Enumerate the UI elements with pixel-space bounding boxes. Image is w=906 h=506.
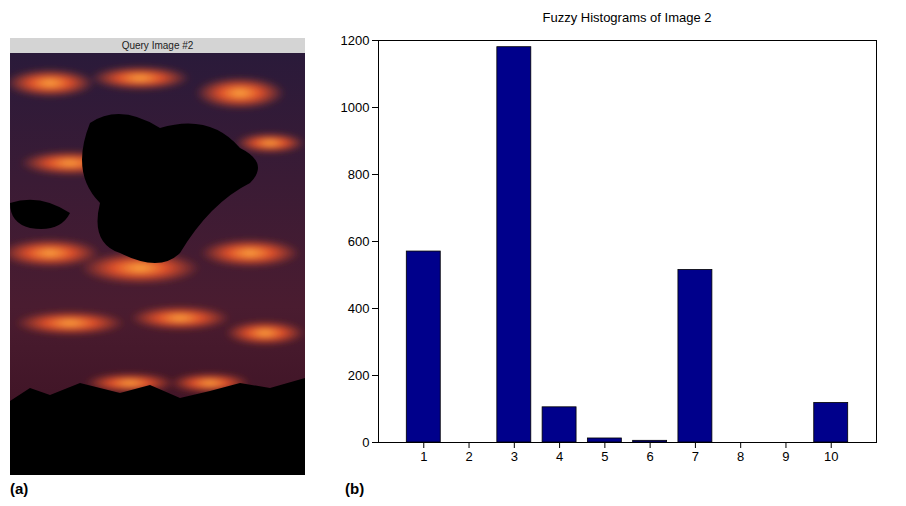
svg-text:3: 3 [511,449,518,464]
svg-text:7: 7 [692,449,699,464]
svg-text:8: 8 [737,449,744,464]
html-text:Query Image #2: Query Image #2 [121,40,194,51]
svg-text:400: 400 [348,301,370,316]
html-text:(b): (b) [345,480,365,497]
svg-text:1: 1 [420,449,427,464]
svg-text:0: 0 [362,435,369,450]
svg-text:600: 600 [348,234,370,249]
svg-text:1200: 1200 [341,33,370,48]
svg-text:10: 10 [824,449,838,464]
svg-text:2: 2 [465,449,472,464]
svg-text:200: 200 [348,368,370,383]
html-text:Fuzzy Histograms of Image 2: Fuzzy Histograms of Image 2 [542,10,712,25]
svg-text:9: 9 [782,449,789,464]
svg-text:1000: 1000 [341,100,370,115]
html-text:(a): (a) [10,480,29,497]
svg-text:800: 800 [348,167,370,182]
svg-text:5: 5 [601,449,608,464]
svg-text:4: 4 [556,449,563,464]
svg-text:6: 6 [647,449,654,464]
